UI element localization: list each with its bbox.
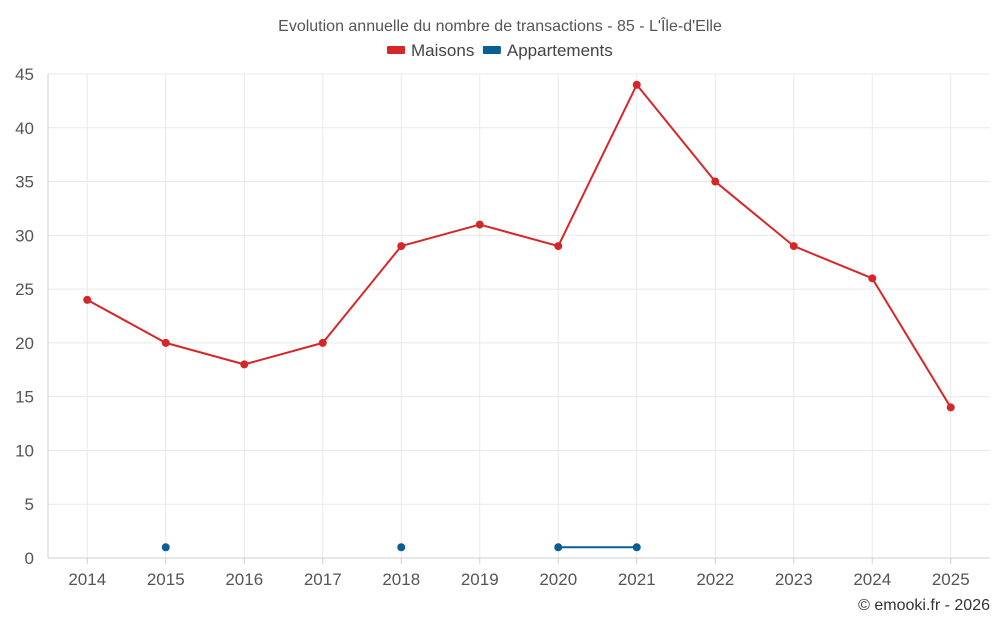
data-point-appartements[interactable] [554, 543, 563, 552]
x-tick-label: 2025 [932, 570, 970, 589]
x-tick-label: 2024 [853, 570, 891, 589]
legend-swatch-maisons [387, 46, 406, 54]
data-point-maisons[interactable] [318, 338, 327, 347]
x-tick-label: 2019 [461, 570, 499, 589]
series-line-maisons [243, 341, 324, 366]
x-tick-label: 2023 [775, 570, 813, 589]
data-point-appartements[interactable] [397, 543, 406, 552]
data-point-maisons[interactable] [789, 242, 798, 251]
grid-lines [48, 73, 990, 558]
chart-legend[interactable]: Maisons Appartements [387, 41, 613, 60]
legend-item-appartements[interactable]: Appartements [482, 41, 613, 60]
series-line-maisons [871, 277, 952, 408]
y-tick-label: 45 [15, 65, 34, 84]
y-tick-label: 25 [15, 280, 34, 299]
y-tick-label: 10 [15, 441, 34, 460]
x-tick-label: 2021 [618, 570, 656, 589]
y-tick-label: 15 [15, 388, 34, 407]
data-point-appartements[interactable] [632, 543, 641, 552]
legend-label-appartements: Appartements [507, 41, 613, 60]
series-line-maisons [479, 223, 559, 248]
data-point-maisons[interactable] [632, 80, 641, 89]
legend-swatch-appartements [482, 46, 501, 54]
data-series [83, 80, 955, 552]
series-maisons [83, 80, 955, 412]
legend-label-maisons: Maisons [411, 41, 474, 60]
series-line-maisons [86, 298, 167, 344]
data-point-maisons[interactable] [711, 177, 720, 186]
series-line-maisons [793, 245, 873, 280]
x-tick-label: 2016 [225, 570, 263, 589]
x-tick-label: 2022 [696, 570, 734, 589]
legend-item-maisons[interactable]: Maisons [387, 41, 474, 60]
series-line-maisons [165, 341, 245, 366]
x-tick-label: 2014 [68, 570, 106, 589]
series-line-maisons [635, 84, 717, 183]
y-tick-label: 30 [15, 226, 34, 245]
series-appartements [161, 543, 641, 552]
x-tick-label: 2020 [539, 570, 577, 589]
data-point-maisons[interactable] [161, 338, 170, 347]
series-line-maisons [400, 223, 481, 248]
data-point-maisons[interactable] [868, 274, 877, 283]
data-point-maisons[interactable] [946, 403, 955, 412]
x-tick-label: 2017 [304, 570, 342, 589]
y-tick-label: 20 [15, 334, 34, 353]
data-point-maisons[interactable] [397, 242, 406, 251]
series-line-maisons [321, 245, 403, 344]
y-tick-label: 5 [25, 495, 34, 514]
series-line-maisons [714, 180, 795, 247]
data-point-appartements[interactable] [161, 543, 170, 552]
data-point-maisons[interactable] [83, 295, 92, 304]
y-tick-label: 0 [25, 549, 34, 568]
y-tick-label: 35 [15, 173, 34, 192]
data-point-maisons[interactable] [240, 360, 249, 369]
data-point-maisons[interactable] [554, 242, 563, 251]
series-line-maisons [557, 84, 638, 247]
credit-text: © emooki.fr - 2026 [858, 597, 990, 614]
x-tick-label: 2015 [147, 570, 185, 589]
chart-title: Evolution annuelle du nombre de transact… [278, 16, 722, 35]
x-tick-label: 2018 [382, 570, 420, 589]
y-tick-label: 40 [15, 119, 34, 138]
data-point-maisons[interactable] [475, 220, 484, 229]
